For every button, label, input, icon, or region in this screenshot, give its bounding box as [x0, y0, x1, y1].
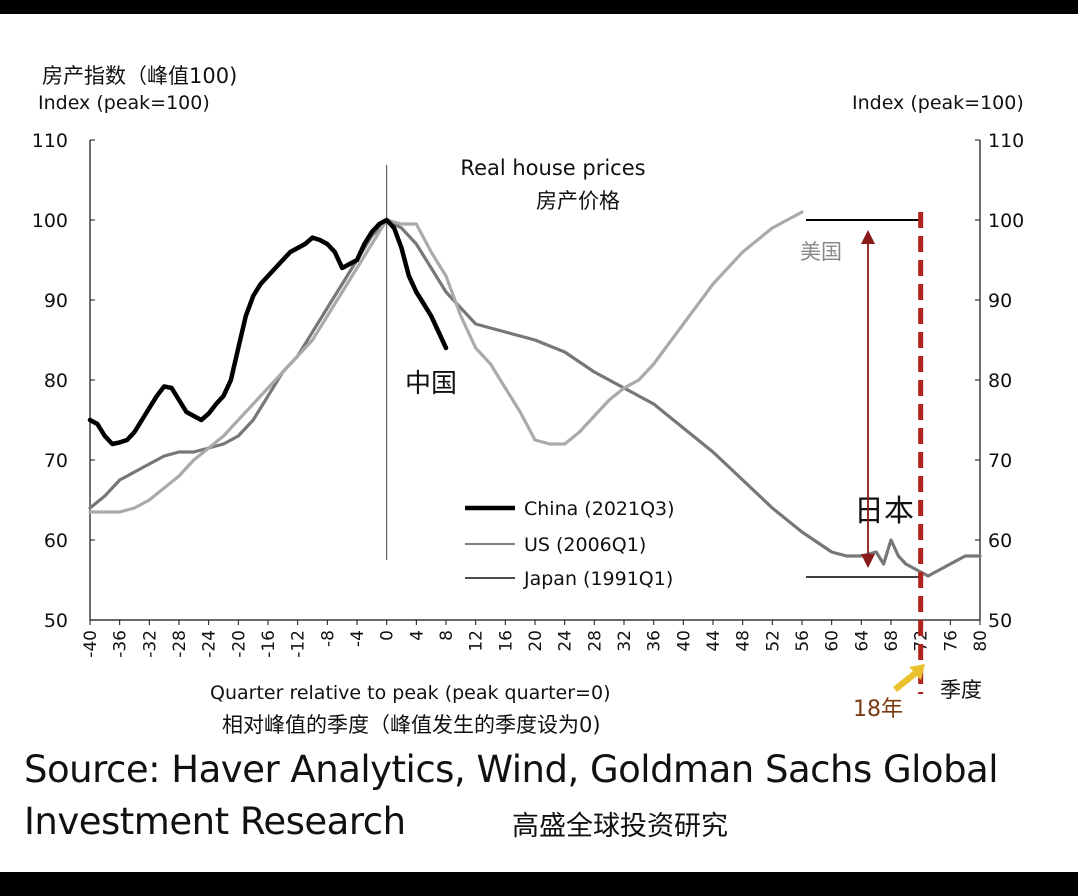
x-tick-label: 76: [941, 630, 961, 652]
annotation-18-years: 18年: [853, 697, 903, 722]
x-tick-label: -12: [289, 630, 309, 658]
y-tick-label-left: 100: [32, 210, 68, 232]
x-tick-label: 68: [882, 630, 902, 652]
x-tick-label: 64: [852, 630, 872, 652]
series-label-cn: 中国: [405, 369, 457, 399]
x-tick-label: 24: [556, 630, 576, 652]
y-tick-label-right: 100: [988, 210, 1024, 232]
x-axis-label: Quarter relative to peak (peak quarter=0…: [210, 682, 611, 704]
x-tick-label: -4: [348, 630, 368, 647]
y-axis-label-right: Index (peak=100): [852, 92, 1024, 114]
legend: China (2021Q3) US (2006Q1) Japan (1991Q1): [465, 498, 675, 590]
chart-frame: [0, 14, 1078, 872]
y-tick-label-right: 90: [988, 290, 1012, 312]
series-label-cn: 美国: [800, 240, 842, 264]
series-label-cn: 日本: [854, 494, 914, 529]
x-tick-label: -28: [170, 630, 190, 658]
x-tick-label: 44: [704, 630, 724, 652]
y-tick-label-right: 60: [988, 530, 1012, 552]
x-tick-label: 12: [467, 630, 487, 652]
x-tick-label: -40: [81, 630, 101, 658]
x-tick-label: 32: [615, 630, 635, 652]
series-group: [87, 210, 982, 578]
x-tick-label: -8: [318, 630, 338, 647]
x-tick-label: -32: [140, 630, 160, 658]
x-tick-label: 72: [912, 630, 932, 652]
x-axis-unit-cn: 季度: [940, 678, 982, 702]
y-axis-label: Index (peak=100): [38, 92, 210, 114]
y-tick-label-left: 90: [44, 290, 68, 312]
x-tick-label: 56: [793, 630, 813, 652]
legend-label: Japan (1991Q1): [523, 568, 673, 590]
source-cn: 高盛全球投资研究: [512, 811, 728, 842]
y-tick-label-right: 110: [988, 130, 1024, 152]
y-tick-label-left: 50: [44, 610, 68, 632]
x-tick-label: 60: [823, 630, 843, 652]
x-tick-label: 48: [734, 630, 754, 652]
x-tick-label: 20: [526, 630, 546, 652]
y-tick-label-right: 80: [988, 370, 1012, 392]
x-tick-label: 52: [763, 630, 783, 652]
x-tick-label: 8: [437, 630, 457, 641]
y-tick-label-left: 60: [44, 530, 68, 552]
x-tick-label: 4: [407, 630, 427, 641]
y-tick-label-left: 80: [44, 370, 68, 392]
x-tick-label: -36: [111, 630, 131, 658]
source-line-1: Source: Haver Analytics, Wind, Goldman S…: [24, 748, 999, 791]
source-line-2: Investment Research: [24, 800, 406, 843]
x-tick-label: -20: [229, 630, 249, 658]
x-tick-label: 0: [378, 630, 398, 641]
y-tick-label-left: 70: [44, 450, 68, 472]
y-tick-label-left: 110: [32, 130, 68, 152]
x-tick-label: 40: [674, 630, 694, 652]
drop-arrow-head-up: [861, 230, 875, 244]
x-tick-label: 36: [645, 630, 665, 652]
x-tick-label: 16: [496, 630, 516, 652]
y-tick-label-right: 70: [988, 450, 1012, 472]
highlight-arrow-icon: [893, 664, 925, 692]
series-line-japan: [88, 218, 982, 578]
series-line-us: [88, 210, 804, 514]
drop-arrow-head-down: [861, 554, 875, 568]
legend-label: US (2006Q1): [524, 534, 646, 556]
x-axis-label-cn: 相对峰值的季度（峰值发生的季度设为0): [222, 713, 601, 737]
x-tick-label: -24: [200, 630, 220, 658]
series-line-china: [87, 217, 449, 447]
x-tick-label: -16: [259, 630, 279, 658]
x-tick-label: 80: [971, 630, 991, 652]
chart-title-cn: 房产价格: [536, 189, 620, 213]
chart-title: Real house prices: [460, 156, 645, 180]
y-axis-label-cn: 房产指数（峰值100): [42, 64, 238, 88]
legend-label: China (2021Q3): [524, 498, 675, 520]
y-tick-label-right: 50: [988, 610, 1012, 632]
x-tick-label: 28: [585, 630, 605, 652]
